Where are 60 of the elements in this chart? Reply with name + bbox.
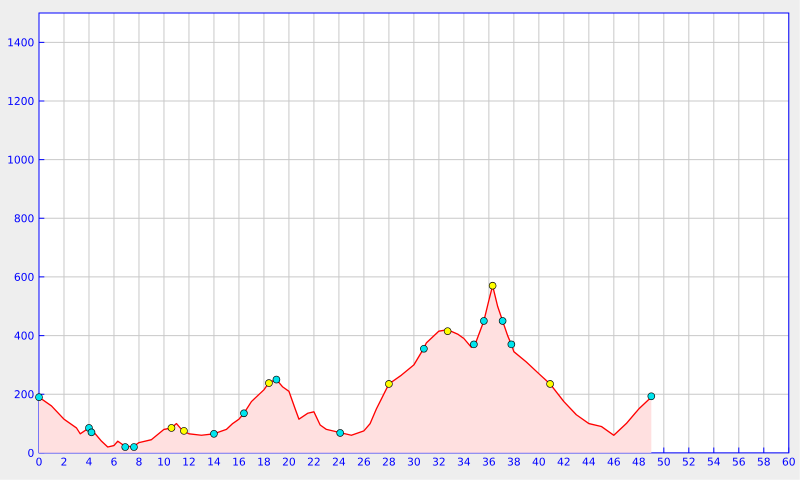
- x-tick-label: 14: [208, 458, 220, 466]
- y-tick-label: 600: [14, 272, 34, 282]
- point: [488, 282, 496, 290]
- x-tick-label: 34: [458, 458, 470, 466]
- x-tick-label: 6: [111, 458, 117, 466]
- x-tick-label: 36: [482, 458, 495, 466]
- x-tick-label: 4: [86, 458, 92, 466]
- x-tick-label: 8: [136, 458, 142, 466]
- x-tick-label: 32: [432, 458, 445, 466]
- x-tick-label: 52: [682, 458, 695, 466]
- point: [168, 424, 176, 432]
- y-tick-label: 200: [14, 390, 34, 398]
- point: [508, 340, 516, 348]
- point: [35, 393, 43, 402]
- point: [272, 376, 280, 384]
- y-tick-label: 1000: [8, 156, 34, 164]
- point: [121, 443, 130, 451]
- x-tick-label: 42: [558, 458, 570, 466]
- point: [130, 443, 138, 451]
- x-tick-label: 44: [582, 458, 596, 466]
- x-tick-label: 54: [708, 458, 720, 466]
- x-tick-label: 2: [61, 458, 66, 466]
- point: [180, 427, 188, 435]
- x-tick-label: 38: [508, 458, 520, 466]
- point: [420, 345, 428, 353]
- point: [470, 340, 478, 348]
- point: [444, 327, 452, 336]
- y-tick-label: 400: [14, 332, 34, 340]
- x-tick-label: 22: [308, 458, 320, 466]
- point: [648, 392, 656, 400]
- x-tick-label: 0: [36, 458, 42, 466]
- x-tick-label: 30: [408, 458, 420, 466]
- x-tick-label: 48: [632, 458, 645, 466]
- y-tick-label: 1200: [8, 96, 34, 106]
- point: [498, 317, 506, 325]
- x-tick-label: 26: [358, 458, 370, 466]
- x-tick-label: 16: [233, 458, 246, 466]
- x-tick-label: 28: [382, 458, 395, 466]
- y-tick-label: 800: [14, 214, 34, 222]
- x-tick-label: 18: [258, 458, 270, 466]
- point: [265, 379, 273, 387]
- x-tick-label: 46: [608, 458, 620, 466]
- point: [480, 317, 488, 325]
- x-tick-label: 40: [532, 458, 545, 466]
- x-tick-label: 12: [183, 458, 195, 466]
- point: [546, 380, 554, 388]
- x-tick-label: 24: [332, 458, 346, 466]
- y-tick-label: 1400: [8, 38, 34, 46]
- point: [385, 380, 393, 388]
- x-tick-label: 56: [732, 458, 745, 466]
- point: [240, 410, 248, 418]
- x-tick-label: 60: [782, 458, 795, 466]
- point: [88, 428, 96, 436]
- x-tick-label: 50: [658, 458, 670, 466]
- x-tick-label: 20: [282, 458, 296, 466]
- x-tick-label: 10: [158, 458, 170, 466]
- point: [210, 430, 218, 438]
- x-tick-label: 58: [758, 458, 770, 466]
- point: [336, 429, 344, 437]
- y-tick-label: 0: [28, 448, 34, 457]
